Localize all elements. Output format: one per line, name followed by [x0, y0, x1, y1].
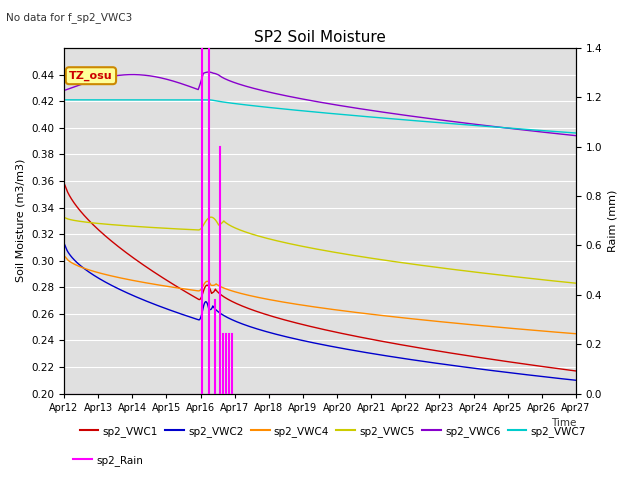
- Legend: sp2_Rain: sp2_Rain: [69, 451, 147, 470]
- Text: No data for f_sp2_VWC3: No data for f_sp2_VWC3: [6, 12, 132, 23]
- Y-axis label: Raim (mm): Raim (mm): [608, 190, 618, 252]
- Y-axis label: Soil Moisture (m3/m3): Soil Moisture (m3/m3): [15, 159, 26, 283]
- Text: TZ_osu: TZ_osu: [69, 71, 113, 81]
- Title: SP2 Soil Moisture: SP2 Soil Moisture: [254, 30, 386, 46]
- Legend: sp2_VWC1, sp2_VWC2, sp2_VWC4, sp2_VWC5, sp2_VWC6, sp2_VWC7: sp2_VWC1, sp2_VWC2, sp2_VWC4, sp2_VWC5, …: [76, 422, 590, 441]
- Text: Time: Time: [550, 418, 576, 428]
